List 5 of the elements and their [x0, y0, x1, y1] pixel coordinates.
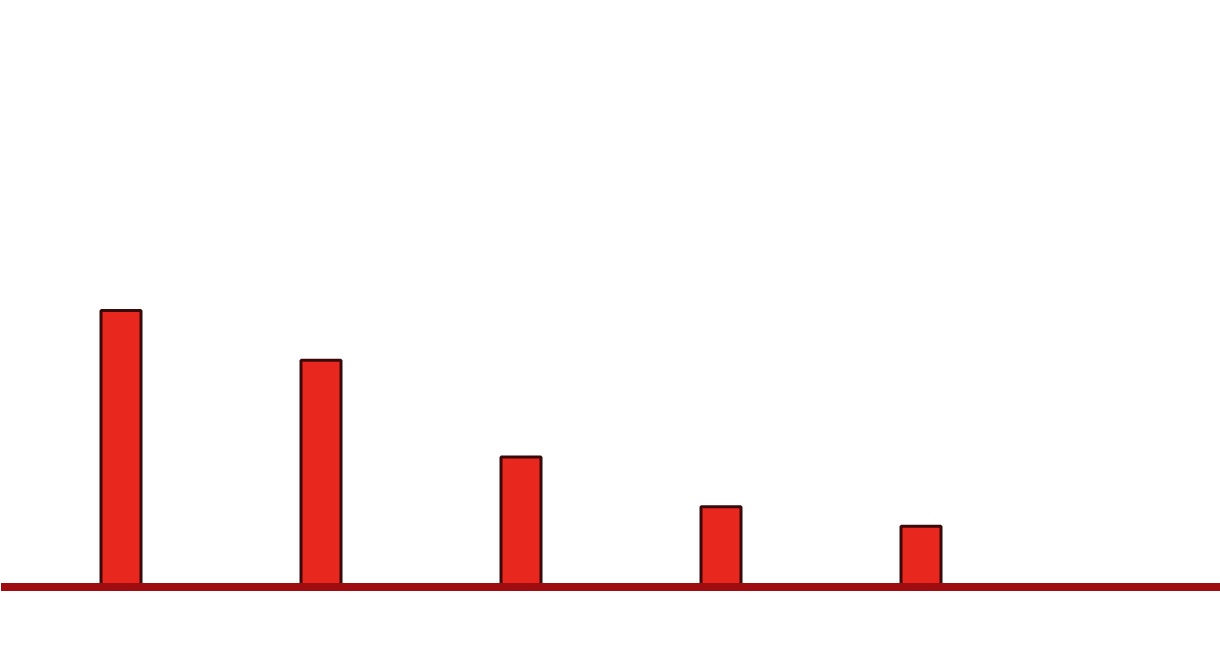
bar: [499, 455, 543, 587]
bar: [699, 505, 743, 587]
bar: [299, 358, 343, 587]
bar: [899, 524, 943, 587]
bar: [99, 309, 143, 587]
